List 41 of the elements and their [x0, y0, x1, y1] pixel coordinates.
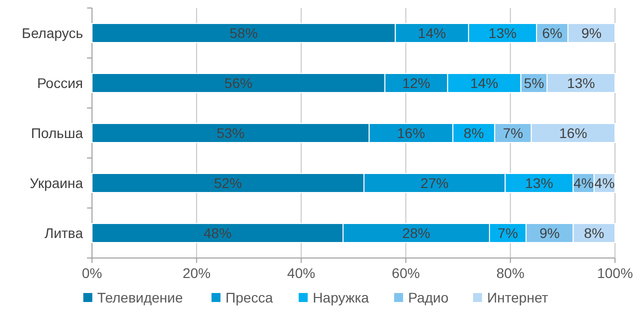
y-tick-label: Литва [44, 224, 84, 241]
data-label: 4% [594, 174, 615, 191]
data-label: 48% [204, 224, 232, 241]
legend-label: Наружка [312, 289, 370, 306]
data-label: 14% [418, 24, 446, 41]
data-label: 52% [214, 174, 242, 191]
data-label: 58% [230, 24, 258, 41]
data-label: 7% [498, 224, 518, 241]
legend-label: Пресса [226, 289, 274, 306]
x-tick-label: 40% [287, 265, 316, 281]
data-label: 14% [470, 74, 498, 91]
y-tick-label: Украина [30, 174, 84, 191]
data-label: 13% [566, 74, 596, 91]
data-label: 28% [402, 224, 430, 241]
data-label: 13% [525, 174, 554, 191]
data-label: 8% [464, 124, 484, 141]
y-tick-label: Россия [37, 74, 83, 91]
x-tick-label: 20% [182, 265, 211, 281]
legend-label: Телевидение [97, 289, 184, 306]
y-tick-label: Польша [30, 124, 84, 141]
data-label: 7% [502, 124, 524, 141]
x-tick-label: 100% [597, 265, 633, 281]
data-label: 13% [488, 24, 517, 41]
x-tick-label: 80% [496, 265, 524, 281]
x-tick-label: 0% [82, 265, 102, 281]
data-label: 8% [584, 224, 604, 241]
y-tick-label: Беларусь [22, 24, 83, 41]
data-label: 27% [420, 174, 449, 191]
legend-label: Интернет [487, 289, 549, 306]
data-label: 9% [581, 24, 602, 41]
legend-label: Радио [408, 289, 449, 306]
data-label: 16% [559, 124, 588, 141]
data-label: 6% [542, 24, 562, 41]
x-tick-label: 60% [392, 265, 420, 281]
data-label: 5% [524, 74, 544, 91]
data-label: 9% [540, 224, 560, 241]
data-label: 56% [224, 74, 252, 91]
data-label: 16% [397, 124, 426, 141]
data-label: 53% [216, 124, 245, 141]
data-label: 12% [402, 74, 430, 91]
data-label: 4% [574, 174, 594, 191]
